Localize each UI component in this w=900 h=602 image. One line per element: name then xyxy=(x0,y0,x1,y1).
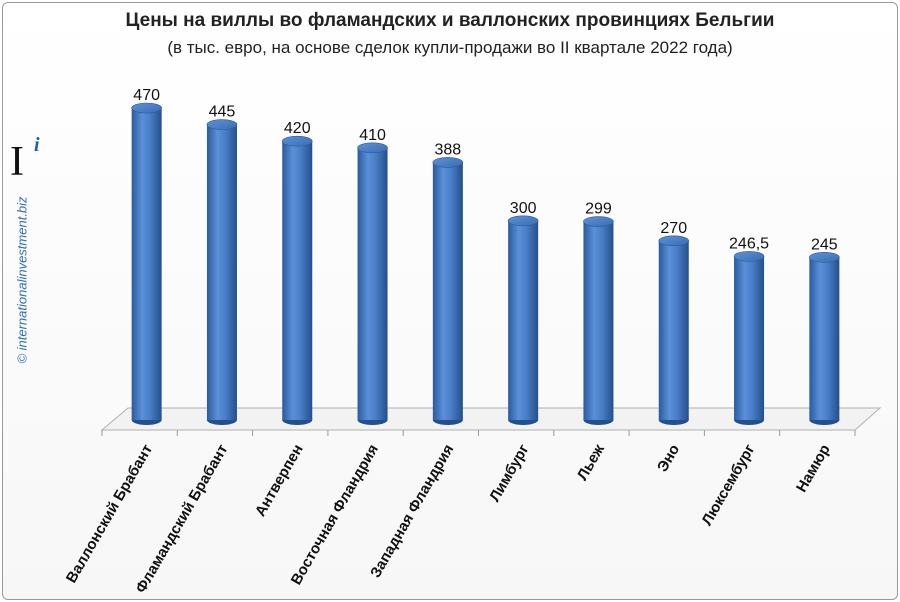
bar-top xyxy=(507,215,539,227)
bar xyxy=(809,252,840,425)
bar-top xyxy=(206,119,238,130)
value-label: 245 xyxy=(811,236,838,253)
bar-top xyxy=(432,157,464,168)
value-label: 300 xyxy=(510,200,537,217)
bar-body xyxy=(357,147,388,421)
value-labels-group: 470 445 420 410 388 300 299 270 246,5 245 xyxy=(133,87,837,253)
bar-body xyxy=(131,108,162,420)
bar-top xyxy=(583,216,614,227)
category-label: Лимбург xyxy=(486,442,532,505)
bar xyxy=(281,135,313,425)
bar-body xyxy=(658,240,689,420)
bar xyxy=(206,119,238,425)
value-label: 270 xyxy=(660,220,687,237)
category-label: Люксембург xyxy=(698,442,758,529)
category-label: Восточная Фландрия xyxy=(288,442,382,588)
bar-body xyxy=(508,220,539,420)
category-label: Западная Фландрия xyxy=(367,441,457,580)
bar xyxy=(357,142,388,425)
bar-body xyxy=(583,221,614,420)
value-label: 388 xyxy=(434,141,461,158)
chart-title: Цены на виллы во фламандских и валлонски… xyxy=(125,10,775,31)
bar-body xyxy=(809,257,840,420)
logo-superscript: i xyxy=(34,134,40,156)
bar xyxy=(131,102,162,425)
category-label: Антверпен xyxy=(252,442,307,520)
value-label: 445 xyxy=(209,104,236,121)
bar-body xyxy=(734,256,765,420)
bar xyxy=(432,157,464,425)
category-label: Эно xyxy=(654,442,683,476)
value-label: 410 xyxy=(359,127,386,144)
bar-top xyxy=(733,251,765,262)
bar-top xyxy=(809,252,840,263)
bar-body xyxy=(206,124,237,421)
category-label: Льеж xyxy=(574,441,608,483)
bar xyxy=(658,235,690,425)
x-axis-ticks xyxy=(101,430,856,436)
bar-body xyxy=(432,162,463,421)
logo-letter: I xyxy=(10,139,24,185)
bar-top xyxy=(131,102,162,114)
value-label: 420 xyxy=(284,120,311,137)
value-label: 299 xyxy=(585,201,612,218)
value-label: 246,5 xyxy=(729,235,769,252)
bar xyxy=(507,215,539,425)
bar xyxy=(583,216,614,425)
chart-subtitle: (в тыс. евро, на основе сделок купли-про… xyxy=(167,38,733,57)
category-label: Намюр xyxy=(793,442,834,496)
bar-top xyxy=(357,142,388,154)
bar-top xyxy=(658,235,690,247)
value-label: 470 xyxy=(133,87,160,104)
bars-group xyxy=(131,102,840,425)
category-label: Валлонский Брабант xyxy=(63,442,156,586)
bar-top xyxy=(281,135,313,147)
bar xyxy=(733,251,765,425)
bar-body xyxy=(282,141,313,421)
logo: I i xyxy=(10,134,50,188)
